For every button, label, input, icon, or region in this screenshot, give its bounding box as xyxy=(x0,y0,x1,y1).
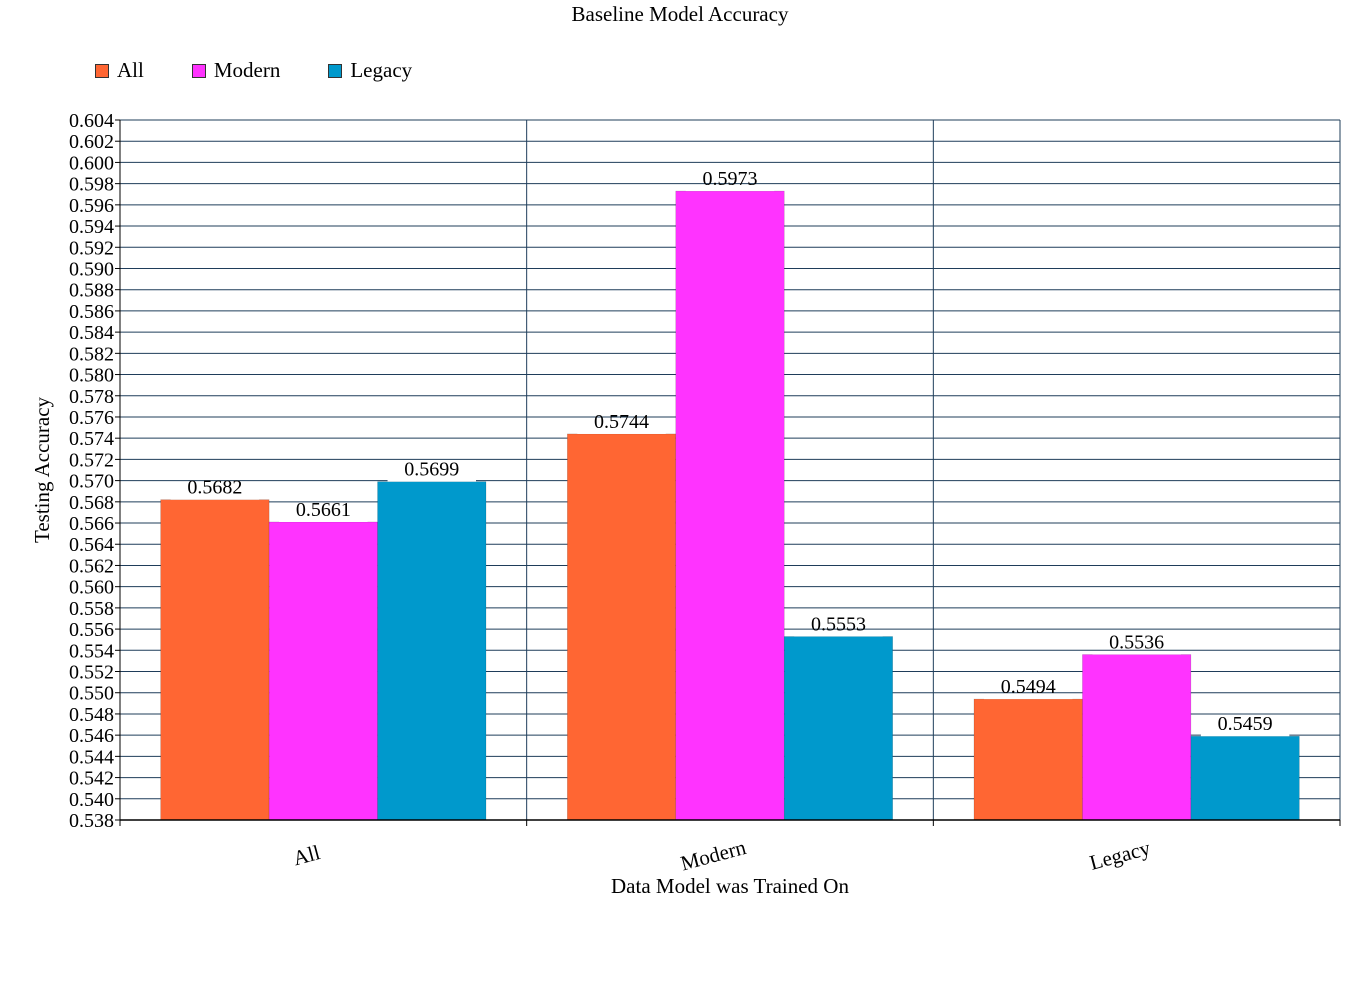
y-tick-label: 0.550 xyxy=(69,683,114,705)
y-tick-label: 0.604 xyxy=(69,110,114,132)
y-tick-label: 0.558 xyxy=(69,598,114,620)
bar xyxy=(377,481,487,821)
y-tick-label: 0.570 xyxy=(69,471,114,493)
y-tick-label: 0.578 xyxy=(69,386,114,408)
y-axis-label: Testing Accuracy xyxy=(30,396,54,543)
x-tick-label: Legacy xyxy=(1087,836,1153,875)
bar-label-bg xyxy=(1092,651,1181,655)
y-tick-label: 0.596 xyxy=(69,195,114,217)
y-tick-label: 0.576 xyxy=(69,407,114,429)
bar-label-bg xyxy=(984,696,1073,700)
legend-swatch xyxy=(328,63,343,78)
x-tick-label: Modern xyxy=(678,835,749,876)
bar-value-label: 0.5553 xyxy=(811,614,866,636)
legend-item: Modern xyxy=(191,58,281,83)
legend-item: Legacy xyxy=(328,58,412,83)
y-tick-label: 0.546 xyxy=(69,725,114,747)
bar-value-label: 0.5744 xyxy=(594,411,649,433)
bar-label-bg xyxy=(685,188,775,192)
x-tick-label: All xyxy=(290,840,322,870)
bar xyxy=(675,190,785,821)
y-tick-label: 0.572 xyxy=(69,449,114,471)
y-tick-label: 0.562 xyxy=(69,555,114,577)
y-tick-label: 0.588 xyxy=(69,280,114,302)
legend: All Modern Legacy xyxy=(95,58,460,83)
legend-label: Legacy xyxy=(350,58,413,82)
y-tick-label: 0.586 xyxy=(69,301,114,323)
bar xyxy=(268,521,378,821)
y-tick-label: 0.564 xyxy=(69,534,114,556)
bar-label-bg xyxy=(794,633,883,637)
y-tick-label: 0.552 xyxy=(69,662,114,684)
bar xyxy=(783,636,893,821)
y-tick-label: 0.560 xyxy=(69,577,114,599)
bar xyxy=(973,698,1083,821)
y-tick-label: 0.542 xyxy=(69,768,114,790)
bar-value-label: 0.5699 xyxy=(404,459,459,481)
bar xyxy=(567,433,677,821)
y-tick-label: 0.548 xyxy=(69,704,114,726)
y-tick-label: 0.582 xyxy=(69,343,114,365)
y-tick-label: 0.554 xyxy=(69,640,114,662)
y-tick-label: 0.538 xyxy=(69,810,114,832)
legend-label: All xyxy=(117,58,144,82)
y-tick-label: 0.540 xyxy=(69,789,114,811)
bar-value-label: 0.5682 xyxy=(187,477,242,499)
y-tick-label: 0.566 xyxy=(69,513,114,535)
y-tick-label: 0.594 xyxy=(69,216,114,238)
bars: 0.5682 0.5661 0.5699 0.5744 0.5973 0.5553 0.54… xyxy=(160,168,1300,821)
bar xyxy=(1082,654,1192,821)
bar-label-bg xyxy=(387,478,476,482)
legend-swatch xyxy=(191,63,206,78)
bar-label-bg xyxy=(1200,733,1290,737)
bar-value-label: 0.5459 xyxy=(1218,713,1273,735)
y-tick-label: 0.600 xyxy=(69,152,114,174)
y-tick-label: 0.556 xyxy=(69,619,114,641)
bar-value-label: 0.5494 xyxy=(1001,676,1056,698)
y-tick-label: 0.568 xyxy=(69,492,114,514)
y-tick-label: 0.574 xyxy=(69,428,114,450)
y-tick-label: 0.602 xyxy=(69,131,114,153)
y-tick-label: 0.544 xyxy=(69,746,114,768)
y-tick-label: 0.598 xyxy=(69,174,114,196)
legend-item: All xyxy=(95,58,144,83)
bar-label-bg xyxy=(279,518,368,522)
legend-swatch xyxy=(95,63,109,78)
y-tick-label: 0.590 xyxy=(69,258,114,280)
y-tick-label: 0.580 xyxy=(69,365,114,387)
chart-title: Baseline Model Accuracy xyxy=(572,2,789,26)
bar xyxy=(160,499,270,821)
y-tick-label: 0.592 xyxy=(69,237,114,259)
bar-label-bg xyxy=(577,430,666,434)
bar-value-label: 0.5661 xyxy=(296,499,351,521)
y-tick-label: 0.584 xyxy=(69,322,114,344)
x-axis-label: Data Model was Trained On xyxy=(611,874,849,898)
legend-label: Modern xyxy=(213,58,281,82)
bar-value-label: 0.5536 xyxy=(1109,632,1164,654)
bar xyxy=(1190,735,1300,821)
bar-value-label: 0.5973 xyxy=(703,168,758,190)
bar-label-bg xyxy=(170,496,260,500)
